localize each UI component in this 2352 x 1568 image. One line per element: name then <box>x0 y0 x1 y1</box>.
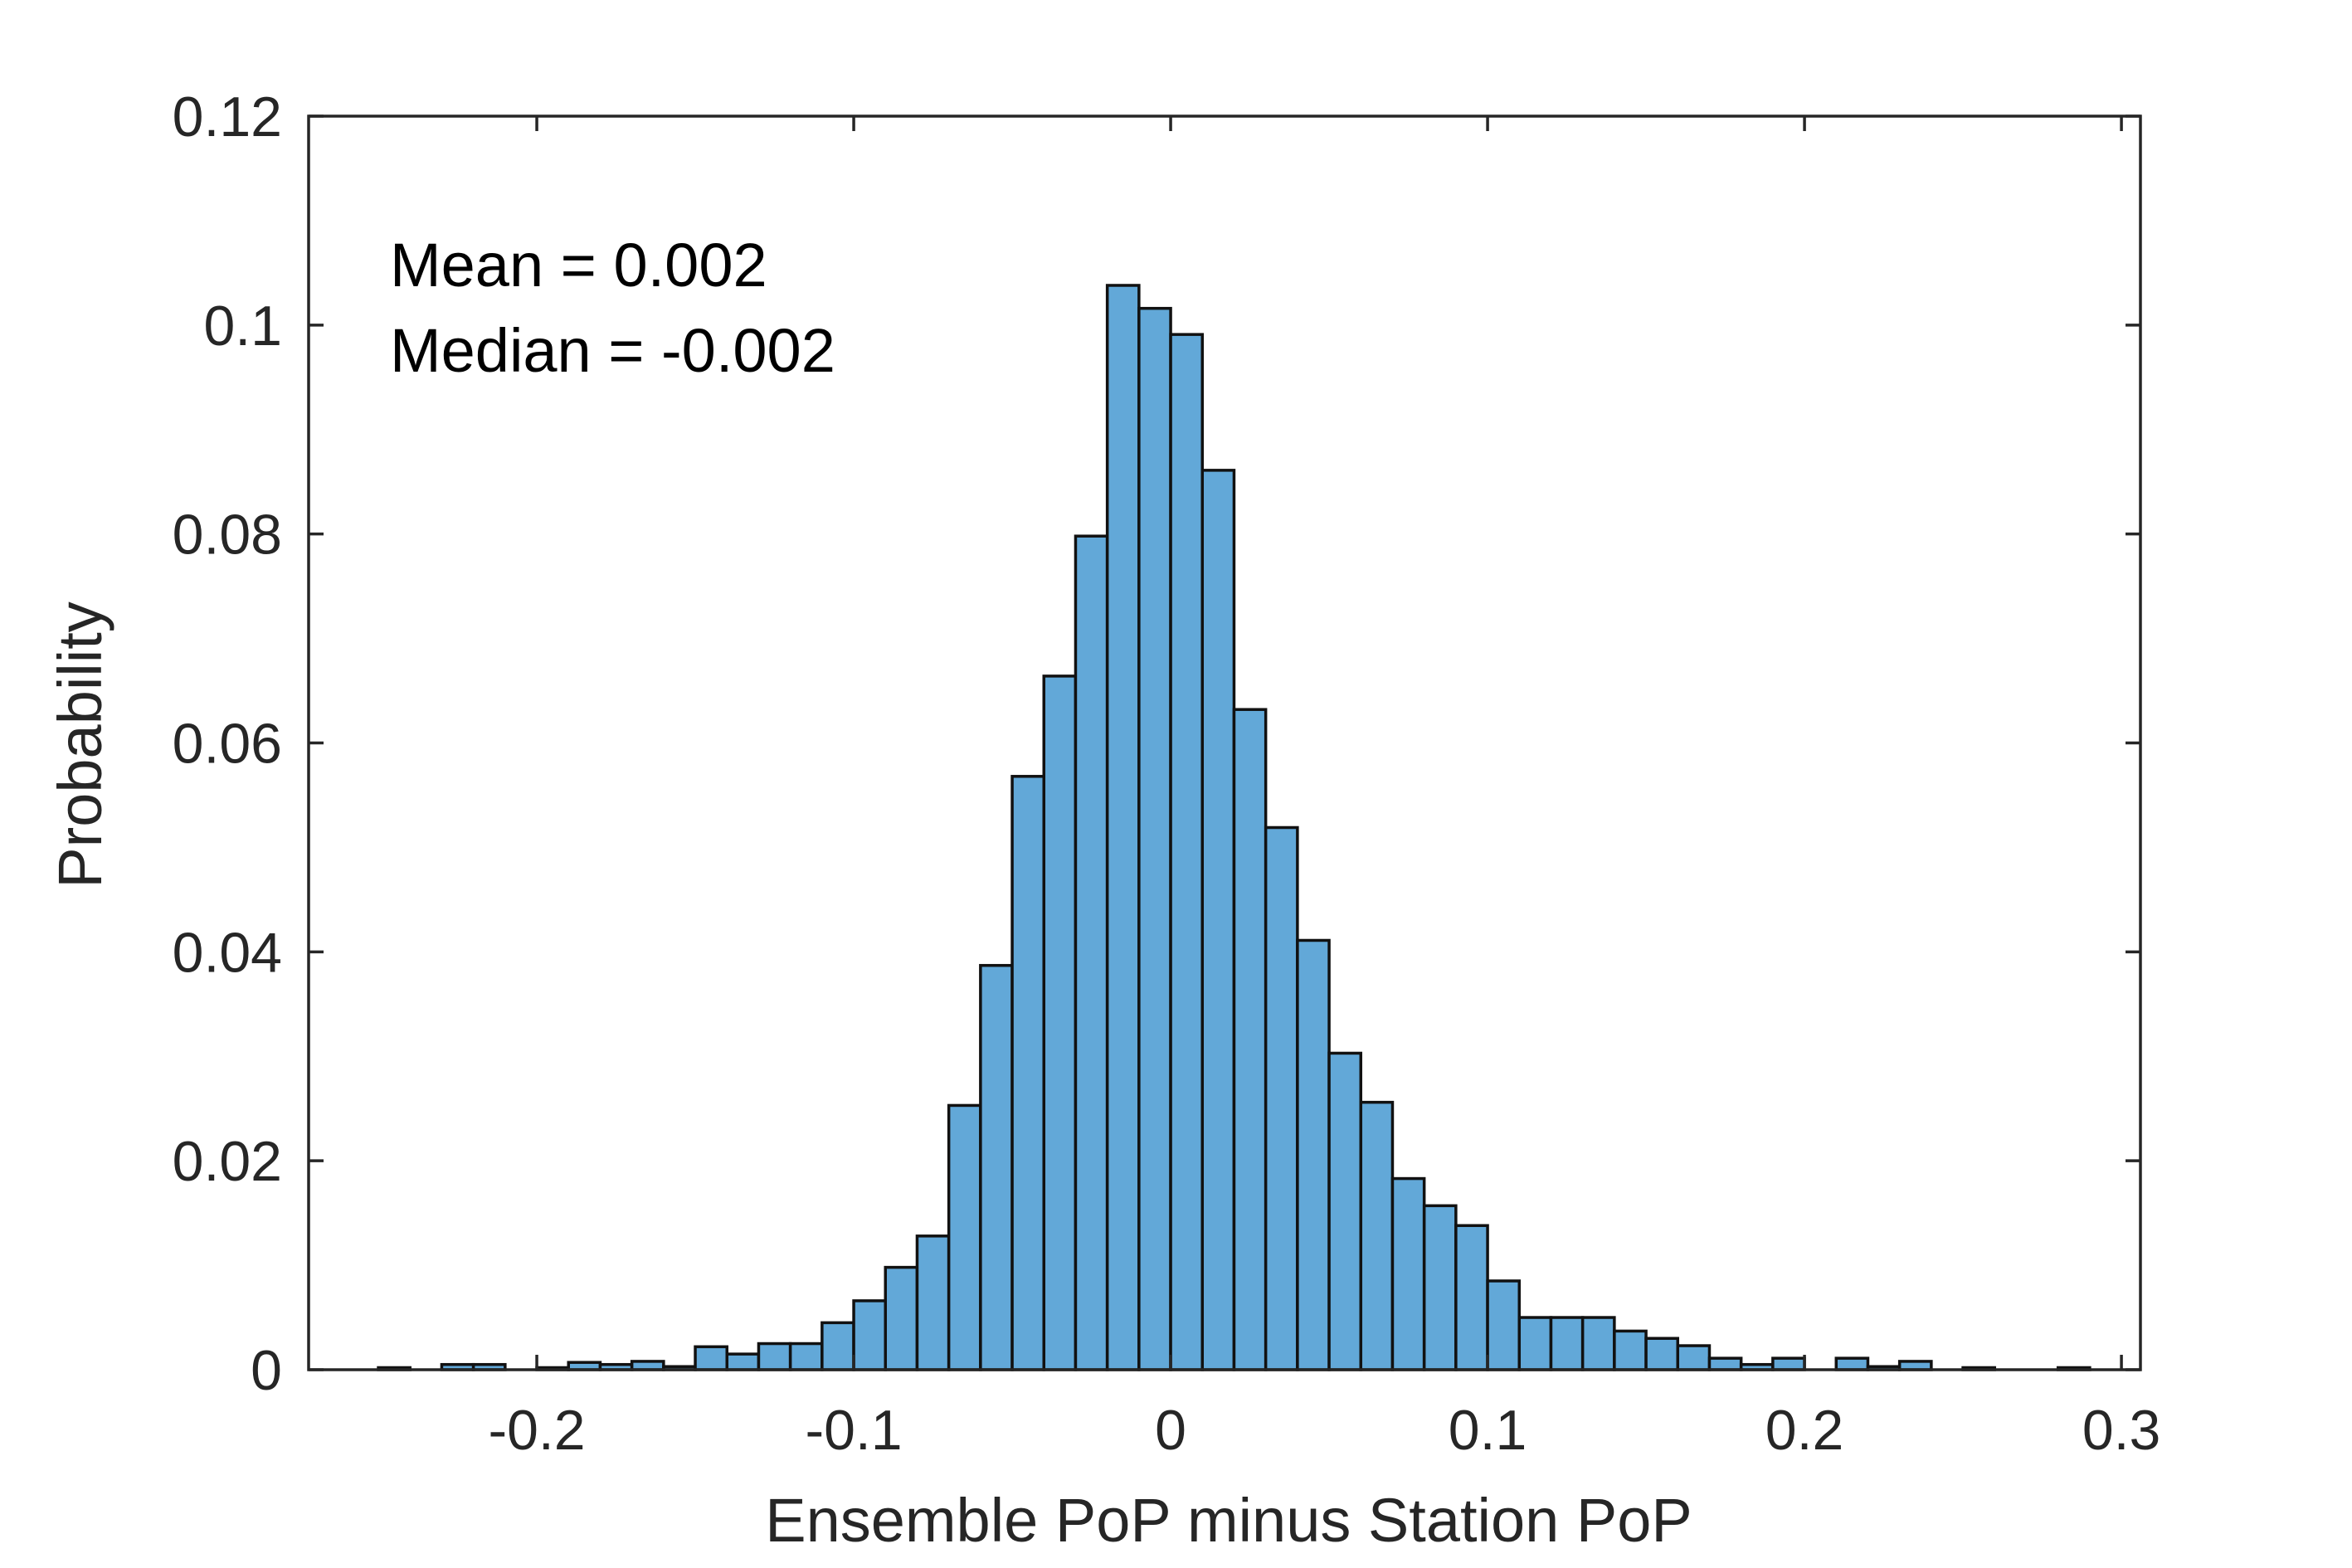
histogram-bar-20 <box>1074 534 1109 1371</box>
x-tick-label-2: 0 <box>1155 1399 1186 1462</box>
histogram-bar-15 <box>915 1234 951 1371</box>
histogram-bar-9 <box>725 1352 761 1371</box>
histogram-bar-10 <box>757 1342 792 1371</box>
y-tick-label-0: 0 <box>251 1339 282 1402</box>
x-axis-title: Ensemble PoP minus Station PoP <box>765 1486 1692 1555</box>
histogram-bar-27 <box>1296 938 1331 1371</box>
histogram-bar-39 <box>1676 1344 1712 1371</box>
histogram-bar-26 <box>1264 825 1299 1371</box>
histogram-bar-13 <box>852 1299 888 1371</box>
y-axis-title: Probability <box>46 601 114 889</box>
histogram-bar-43 <box>1834 1356 1870 1371</box>
bars-group <box>377 284 2091 1371</box>
y-axis: 0 0.02 0.04 0.06 0.08 0.1 0.12 <box>173 85 2140 1402</box>
histogram-bar-24 <box>1200 469 1236 1371</box>
histogram-bar-29 <box>1359 1100 1395 1371</box>
histogram-bar-11 <box>788 1342 824 1371</box>
annotation-median: Median = -0.002 <box>390 316 835 385</box>
x-tick-label-3: 0.1 <box>1449 1399 1527 1462</box>
y-tick-label-3: 0.06 <box>173 713 282 776</box>
histogram-bar-23 <box>1169 333 1205 1371</box>
histogram-bar-31 <box>1422 1204 1458 1371</box>
y-tick-label-2: 0.04 <box>173 921 282 984</box>
histogram-bar-32 <box>1454 1224 1489 1371</box>
x-tick-label-4: 0.2 <box>1765 1399 1844 1462</box>
histogram-bar-37 <box>1613 1329 1648 1371</box>
histogram-bar-19 <box>1042 674 1078 1371</box>
histogram-bar-21 <box>1105 284 1141 1371</box>
histogram-bar-22 <box>1137 306 1172 1371</box>
histogram-bar-14 <box>884 1265 919 1371</box>
histogram-bar-34 <box>1517 1316 1553 1371</box>
x-tick-label-5: 0.3 <box>2082 1399 2161 1462</box>
x-tick-label-0: -0.2 <box>488 1399 585 1462</box>
annotation-mean: Mean = 0.002 <box>390 231 767 299</box>
histogram-bar-12 <box>821 1321 855 1371</box>
x-axis: -0.2 -0.1 0 0.1 0.2 0.3 <box>488 116 2160 1462</box>
histogram-bar-17 <box>979 963 1014 1371</box>
histogram-bar-36 <box>1580 1316 1616 1371</box>
x-tick-label-1: -0.1 <box>805 1399 902 1462</box>
histogram-bar-18 <box>1010 775 1046 1371</box>
histogram-bar-40 <box>1707 1356 1743 1371</box>
histogram-bar-33 <box>1486 1279 1522 1371</box>
histogram-bar-25 <box>1232 708 1268 1371</box>
y-tick-label-5: 0.1 <box>203 295 282 358</box>
histogram-bar-35 <box>1549 1316 1585 1371</box>
histogram-bar-30 <box>1390 1176 1426 1371</box>
histogram-bar-8 <box>694 1345 728 1371</box>
y-tick-label-1: 0.02 <box>173 1130 282 1193</box>
histogram-bar-38 <box>1644 1337 1680 1371</box>
histogram-bar-16 <box>947 1103 982 1371</box>
histogram-bar-42 <box>1771 1356 1806 1371</box>
histogram-bar-28 <box>1327 1051 1363 1371</box>
y-tick-label-6: 0.12 <box>173 85 282 149</box>
y-tick-label-4: 0.08 <box>173 504 282 567</box>
